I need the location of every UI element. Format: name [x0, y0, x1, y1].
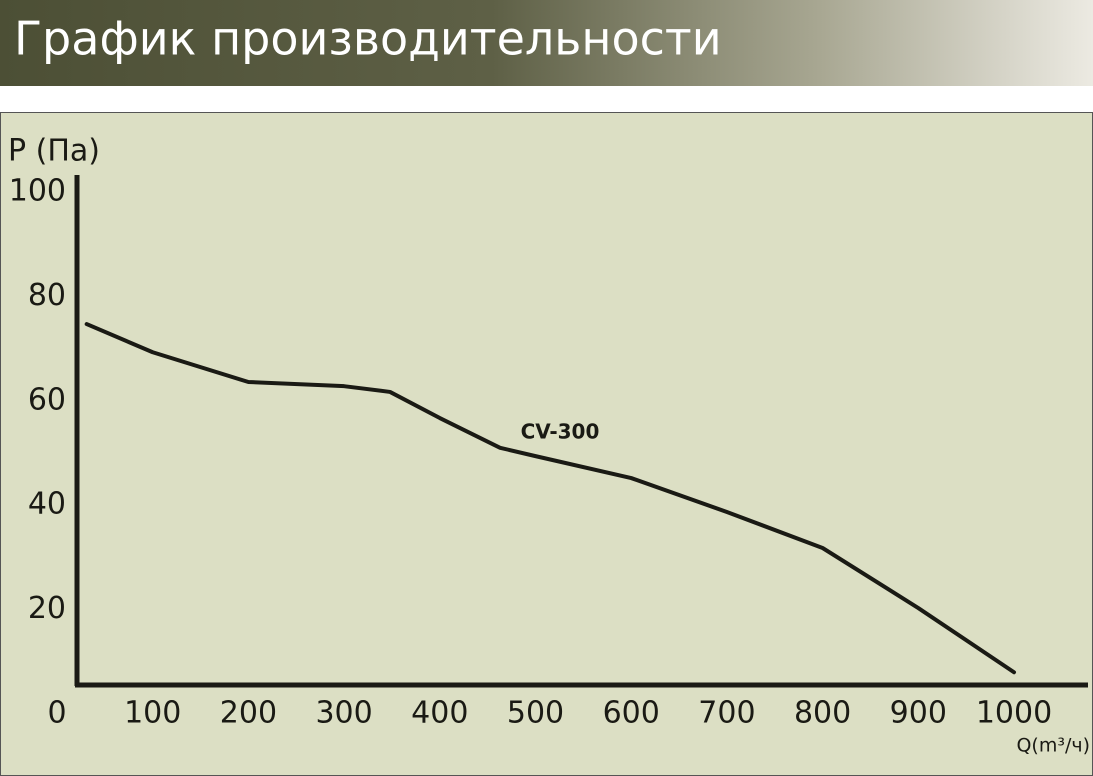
chart-title: График производительности	[14, 12, 722, 66]
x-tick-label: 900	[890, 696, 947, 731]
x-tick-label: 1000	[976, 696, 1052, 731]
plot-background	[0, 112, 1093, 776]
y-tick-label: 60	[28, 382, 66, 417]
x-tick-label: 0	[47, 696, 66, 731]
y-tick-label: 20	[28, 591, 66, 626]
x-tick-label: 100	[124, 696, 181, 731]
y-tick-label: 80	[28, 278, 66, 313]
x-tick-label: 200	[220, 696, 277, 731]
x-tick-label: 800	[794, 696, 851, 731]
x-tick-label: 700	[698, 696, 755, 731]
series-annotation: CV-300	[521, 420, 600, 444]
x-tick-label: 400	[411, 696, 468, 731]
x-tick-label: 600	[603, 696, 660, 731]
y-axis-label: P (Па)	[8, 134, 100, 169]
x-axis-label: Q(m³/ч)	[1016, 735, 1090, 757]
x-tick-label: 300	[315, 696, 372, 731]
series-line	[84, 322, 1016, 675]
y-tick-label: 40	[28, 487, 66, 522]
x-tick-label: 500	[507, 696, 564, 731]
y-tick-label: 100	[9, 174, 66, 209]
header-bar	[0, 0, 1093, 86]
